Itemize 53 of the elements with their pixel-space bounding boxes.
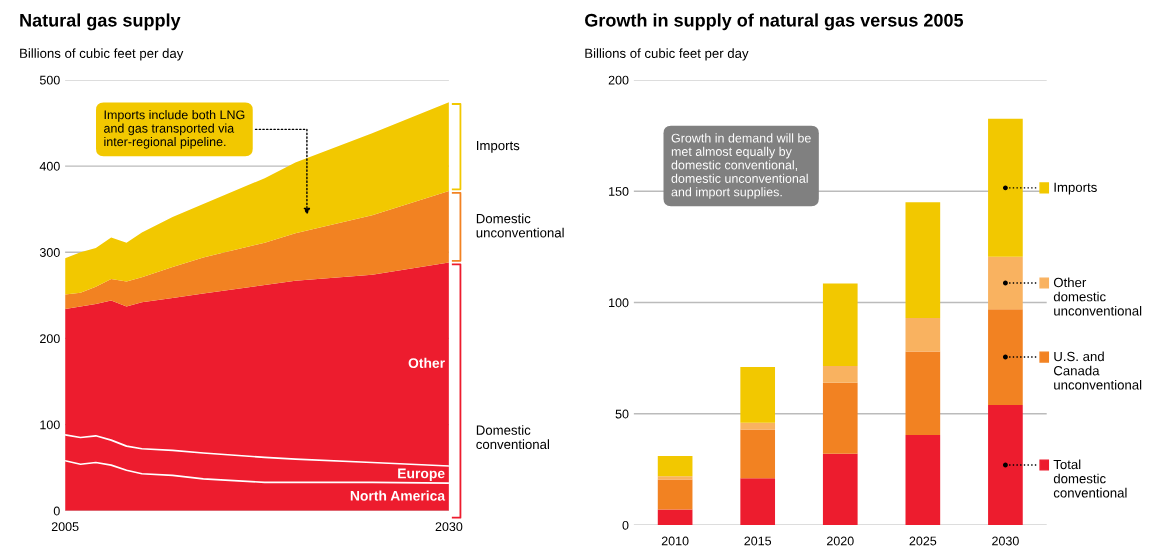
annotation: Imports include both LNG and gas transported via inter-regional pipeline.: [104, 110, 245, 149]
bar: [657, 456, 693, 477]
bar: [822, 365, 858, 383]
y-tick-label: 0: [622, 520, 629, 530]
y-tick-label: 50: [615, 409, 629, 419]
y-tick-label: 100: [40, 420, 60, 430]
text: Domestic conventional: [476, 425, 549, 450]
series-label: Other: [408, 357, 445, 369]
y-tick-label: 0: [53, 506, 60, 516]
bar: [657, 509, 693, 526]
bar: [988, 404, 1023, 526]
bar: [740, 367, 776, 423]
x-tick-label: 2030: [435, 522, 463, 532]
annotation: Growth in demand will be met almost equally by domestic conventional, domestic unconventional and import supplies.: [671, 133, 811, 199]
legend-label: Imports: [1054, 182, 1097, 195]
series-label: North America: [350, 490, 446, 501]
bar: [740, 478, 776, 526]
legend-label: U.S. and Canada unconventional: [1053, 351, 1142, 390]
x-tick-label: 2015: [744, 536, 772, 546]
bar: [905, 351, 941, 435]
y-axis-title: Billions of cubic feet per day: [585, 48, 749, 61]
series-label: Europe: [398, 468, 445, 482]
y-tick-label: 500: [39, 75, 60, 85]
x-tick-label: 2010: [661, 536, 689, 546]
bar: [657, 479, 693, 510]
bar: [822, 382, 858, 454]
bar: [822, 283, 858, 366]
y-tick-label: 200: [608, 75, 629, 85]
legend-label: Other domestic unconventional: [1053, 277, 1142, 316]
text: Imports: [477, 141, 520, 153]
bar: [988, 118, 1023, 257]
bar: [905, 202, 941, 319]
legend-label: Total domestic conventional: [1053, 459, 1127, 498]
x-tick-label: 2025: [909, 536, 937, 546]
y-tick-label: 300: [39, 248, 60, 257]
y-tick-label: 200: [40, 334, 60, 344]
bar: [988, 256, 1023, 310]
x-tick-label: 2030: [992, 536, 1019, 546]
bar: [822, 453, 858, 526]
bar: [905, 318, 941, 352]
chart-title: Growth in supply of natural gas versus 2005: [585, 13, 964, 31]
y-tick-label: 400: [39, 161, 60, 171]
x-tick-label: 2005: [51, 522, 79, 532]
bar: [740, 429, 776, 479]
x-tick-label: 2020: [826, 536, 854, 546]
chart-title: Natural gas supply: [20, 13, 181, 31]
y-axis-title: Billions of cubic feet per day: [20, 48, 184, 61]
bar: [988, 309, 1023, 405]
y-tick-label: 100: [609, 298, 629, 308]
bar: [740, 422, 776, 430]
text: Domestic unconventional: [476, 213, 564, 238]
bar: [905, 434, 941, 526]
y-tick-label: 150: [609, 187, 629, 196]
